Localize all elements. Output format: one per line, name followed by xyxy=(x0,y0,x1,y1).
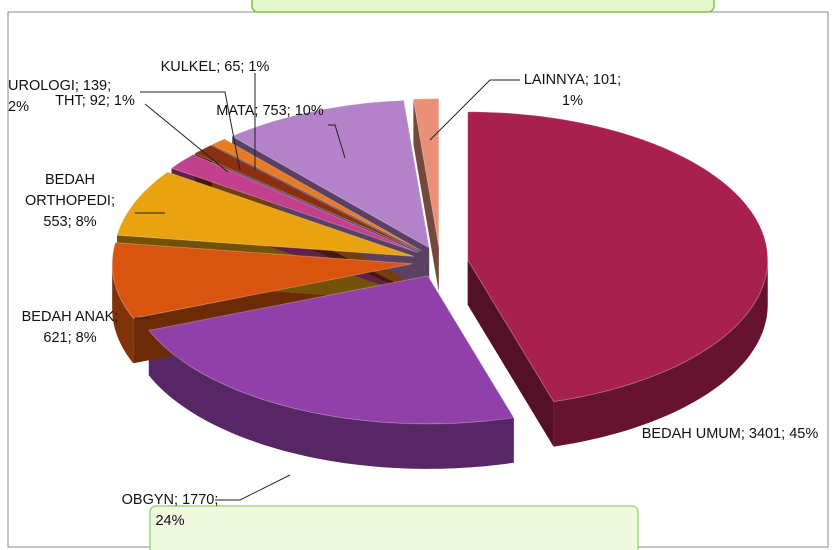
slice xyxy=(170,153,419,253)
leader-line xyxy=(215,474,291,501)
pie xyxy=(111,98,769,469)
slice xyxy=(193,144,420,252)
data-label: LAINNYA; 101; 1% xyxy=(523,72,622,109)
title-box xyxy=(251,0,715,13)
data-label: THT; 92; 1% xyxy=(55,93,135,109)
footer-box xyxy=(149,505,639,550)
slice xyxy=(231,99,430,249)
slice-side-shade xyxy=(112,263,134,364)
slice xyxy=(412,98,440,247)
data-label: OBGYN; 1770; 24% xyxy=(121,492,219,529)
leader-lines xyxy=(135,73,520,501)
slice xyxy=(111,242,413,319)
leader-line xyxy=(140,91,241,171)
data-label: KULKEL; 65; 1% xyxy=(160,59,270,75)
data-label: MATA; 753; 10% xyxy=(216,103,324,119)
leader-line xyxy=(429,79,520,141)
slice-side xyxy=(112,263,134,364)
slice-side xyxy=(148,330,514,469)
data-label: BEDAH UMUM; 3401; 45% xyxy=(641,426,819,442)
slice-side-shade xyxy=(553,259,768,447)
slice-face-shade xyxy=(413,99,439,292)
slice-side xyxy=(553,259,768,447)
leader-line xyxy=(328,124,346,159)
slice xyxy=(147,275,515,425)
slice xyxy=(467,111,769,403)
data-label: UROLOGI; 139; 2% xyxy=(8,78,112,115)
slice-side-shade xyxy=(148,330,514,469)
data-label: BEDAH ANAK; 621; 8% xyxy=(21,309,119,346)
leader-line xyxy=(144,103,229,173)
slice-face-shade xyxy=(467,259,554,447)
slice xyxy=(210,138,422,252)
data-label: BEDAH ORTHOPEDI; 553; 8% xyxy=(25,172,115,230)
slice xyxy=(116,171,415,257)
